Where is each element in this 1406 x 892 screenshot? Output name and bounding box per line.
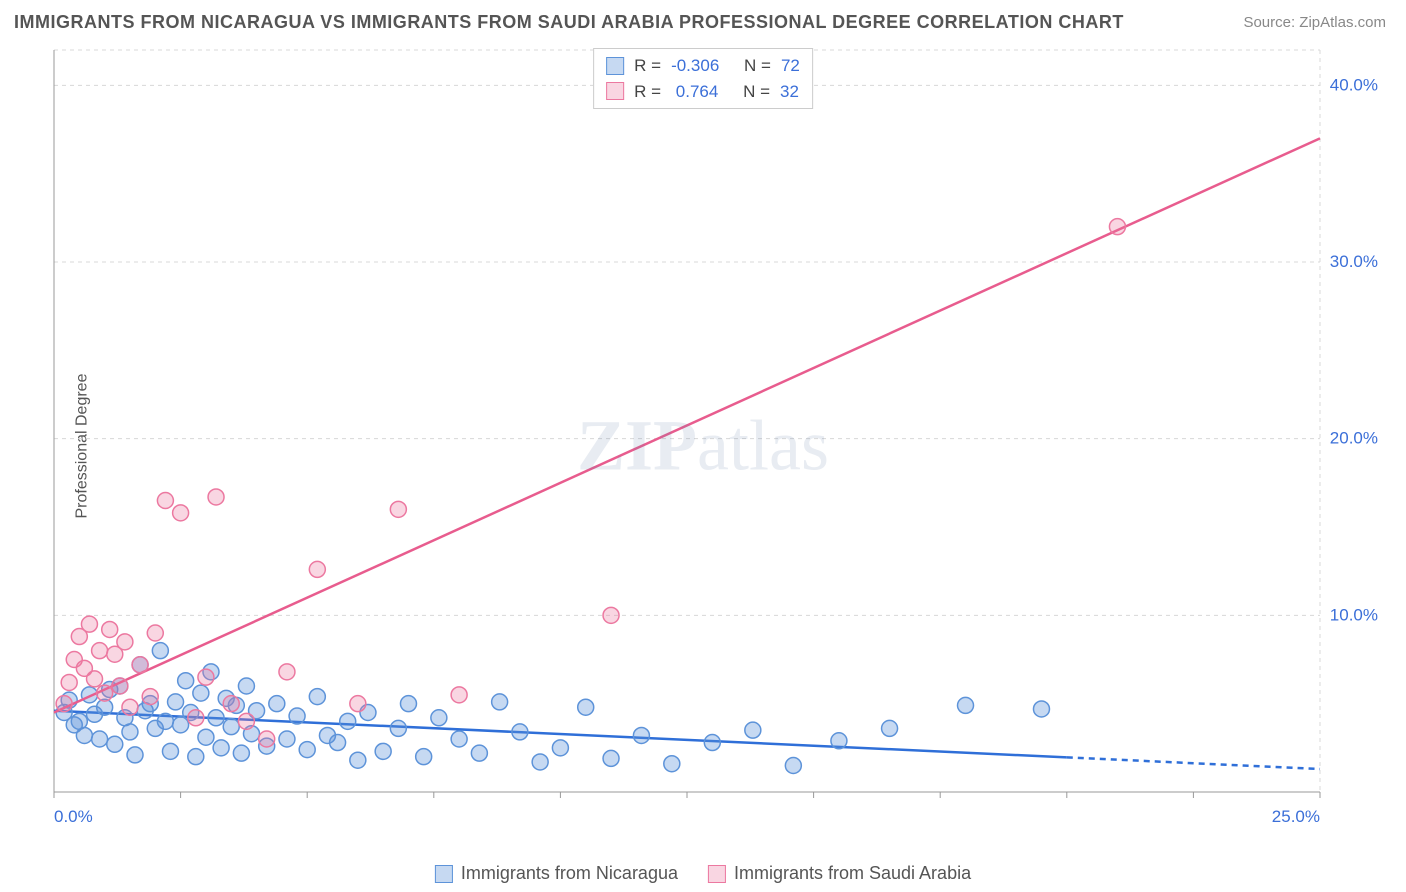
legend-row-series2: R = 0.764 N = 32 [606, 79, 800, 105]
svg-text:0.0%: 0.0% [54, 807, 93, 826]
legend-label-series1: Immigrants from Nicaragua [461, 863, 678, 884]
r-label: R = [634, 79, 661, 105]
r-label: R = [634, 53, 661, 79]
swatch-series1 [606, 57, 624, 75]
svg-text:20.0%: 20.0% [1330, 429, 1378, 448]
series-legend: Immigrants from Nicaragua Immigrants fro… [435, 863, 971, 884]
legend-item-series2: Immigrants from Saudi Arabia [708, 863, 971, 884]
svg-text:30.0%: 30.0% [1330, 252, 1378, 271]
chart-title: IMMIGRANTS FROM NICARAGUA VS IMMIGRANTS … [14, 12, 1124, 33]
scatter-chart: 10.0% 20.0% 30.0% 40.0% 0.0% 25.0% [50, 46, 1390, 836]
svg-text:40.0%: 40.0% [1330, 75, 1378, 94]
r-value-series1: -0.306 [671, 53, 719, 79]
swatch-series2 [606, 82, 624, 100]
legend-label-series2: Immigrants from Saudi Arabia [734, 863, 971, 884]
legend-item-series1: Immigrants from Nicaragua [435, 863, 678, 884]
n-value-series1: 72 [781, 53, 800, 79]
svg-text:25.0%: 25.0% [1272, 807, 1320, 826]
n-value-series2: 32 [780, 79, 799, 105]
r-value-series2: 0.764 [671, 79, 718, 105]
n-label: N = [744, 53, 771, 79]
source-attribution: Source: ZipAtlas.com [1243, 14, 1386, 31]
n-label: N = [743, 79, 770, 105]
legend-row-series1: R = -0.306 N = 72 [606, 53, 800, 79]
swatch-series1 [435, 865, 453, 883]
svg-text:10.0%: 10.0% [1330, 605, 1378, 624]
swatch-series2 [708, 865, 726, 883]
correlation-legend: R = -0.306 N = 72 R = 0.764 N = 32 [593, 48, 813, 109]
